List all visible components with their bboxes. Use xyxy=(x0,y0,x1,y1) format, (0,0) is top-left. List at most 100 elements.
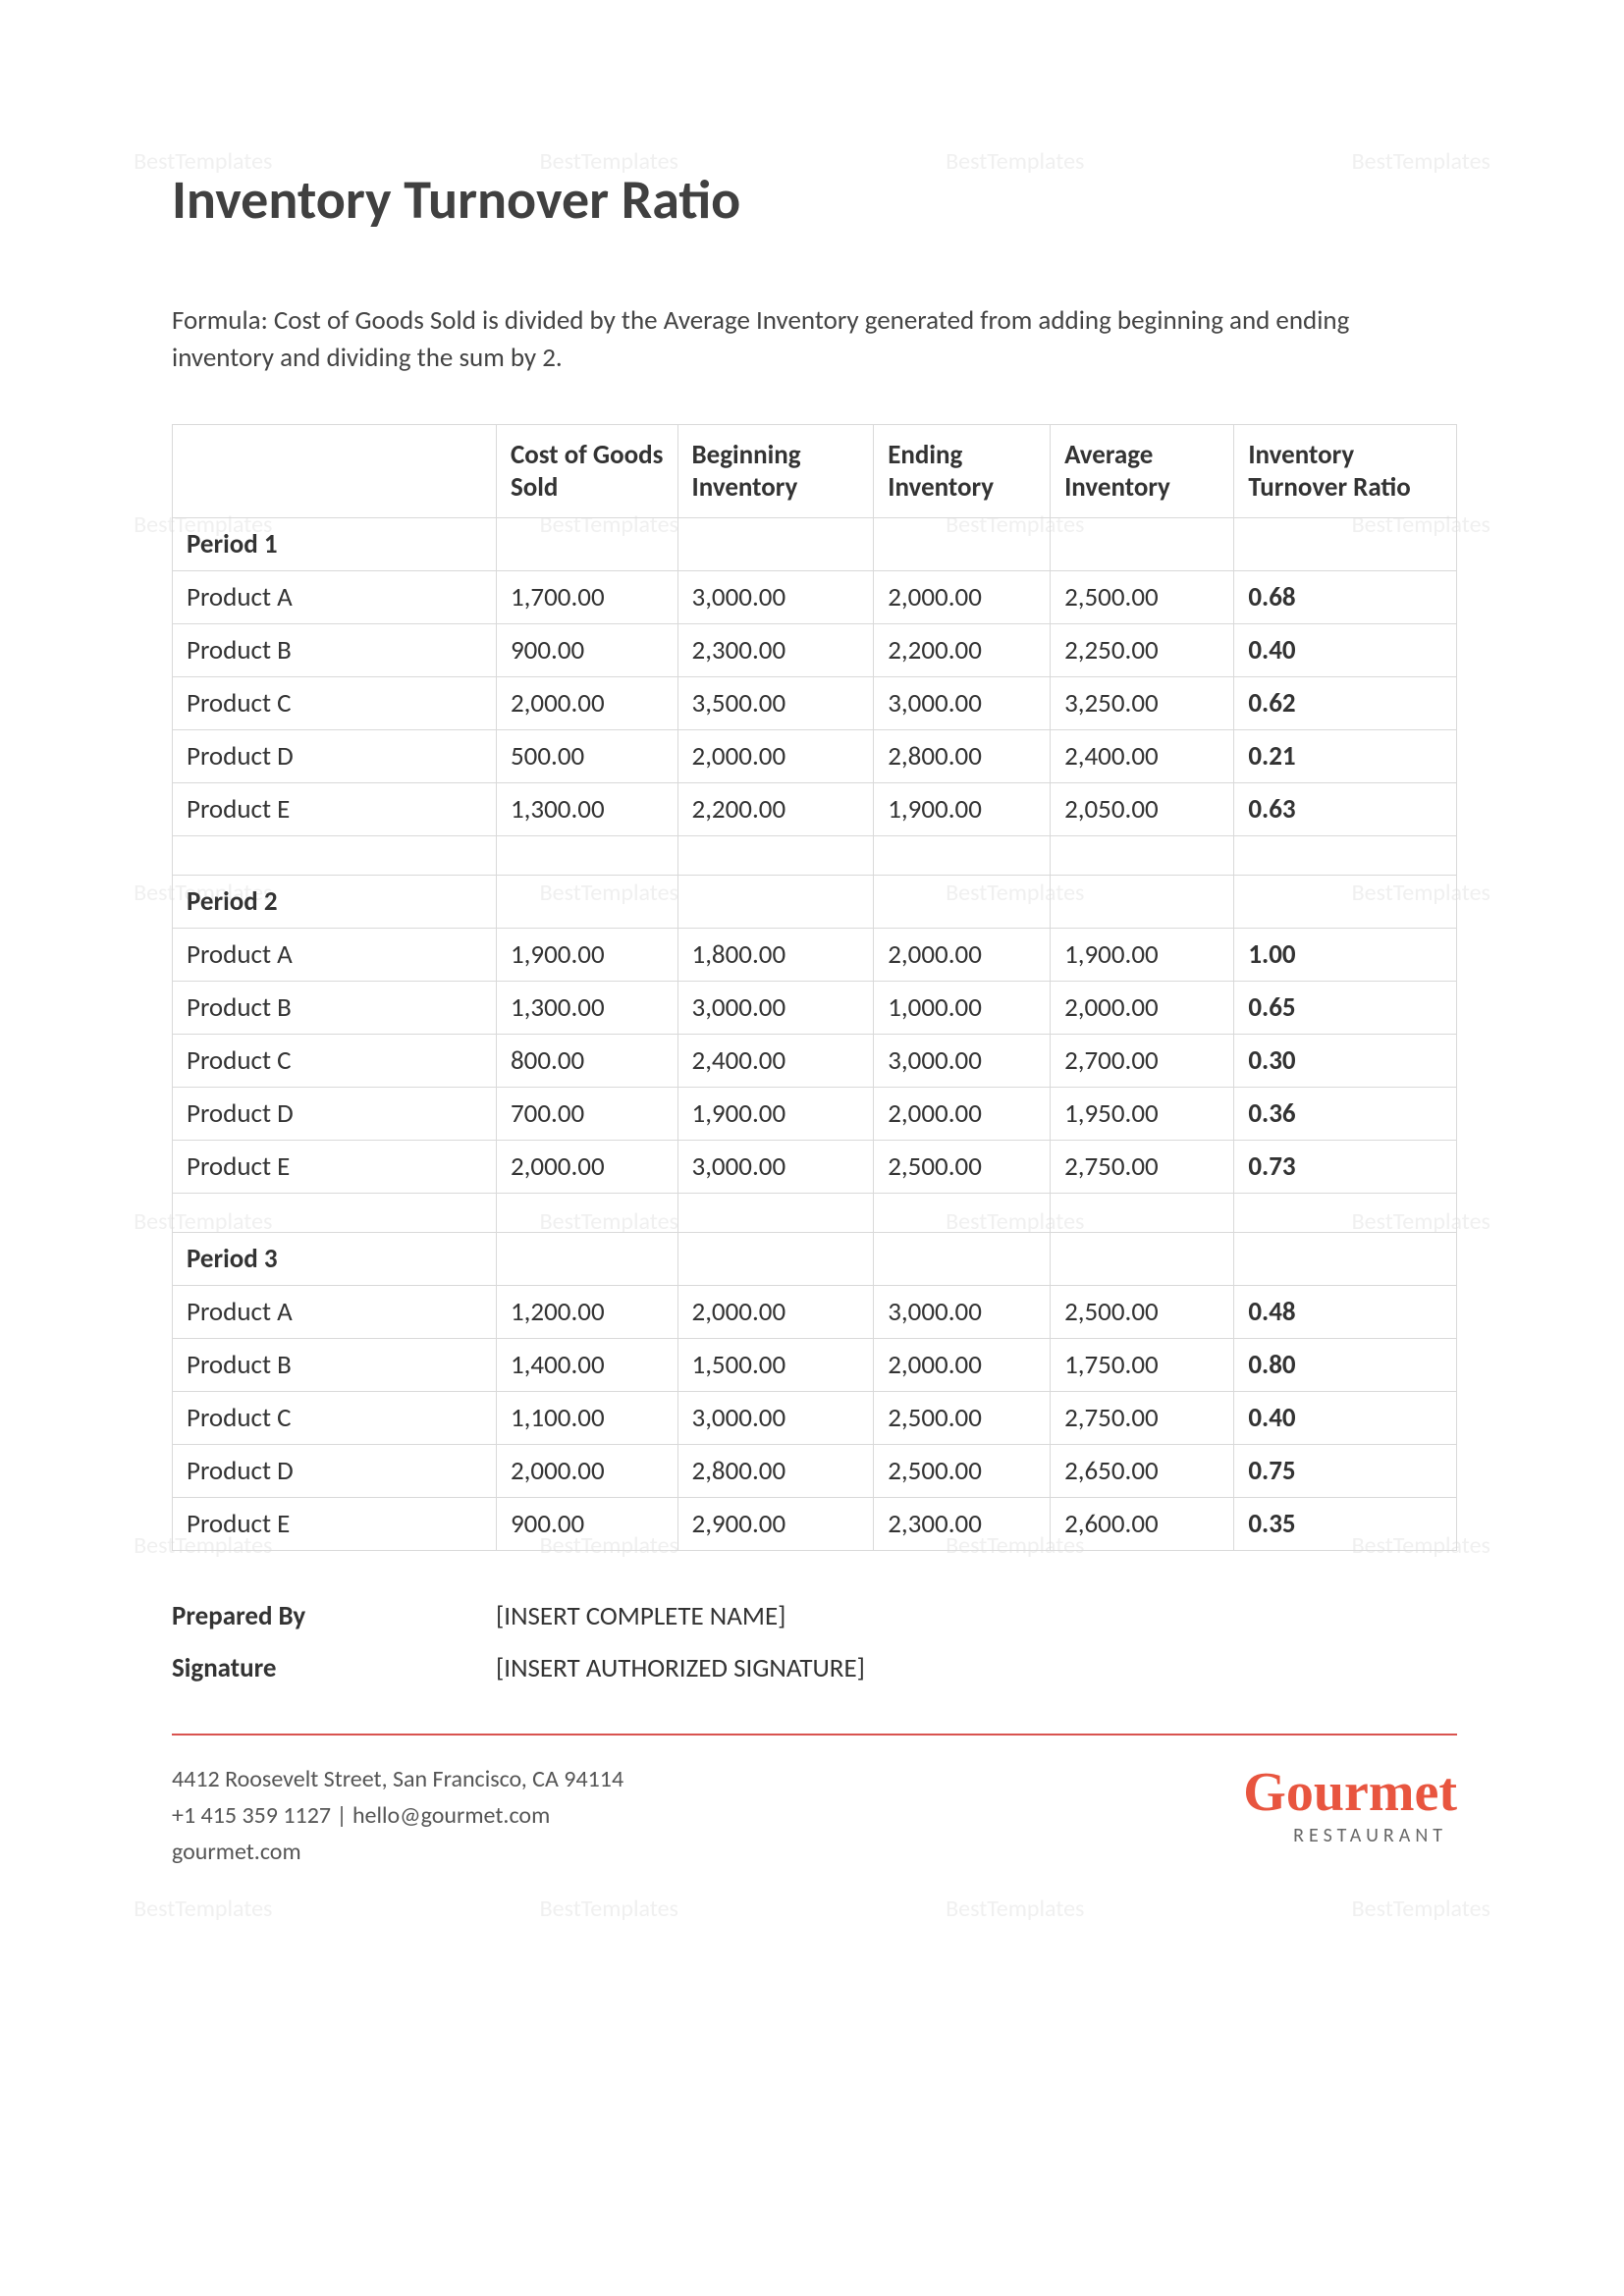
empty-cell xyxy=(1234,835,1457,875)
empty-cell xyxy=(874,835,1051,875)
period-row: Period 3 xyxy=(173,1232,1457,1285)
table-row: Product B1,400.001,500.002,000.001,750.0… xyxy=(173,1338,1457,1391)
logo-main-text: Gourmet xyxy=(1243,1765,1457,1820)
avg-inventory: 2,400.00 xyxy=(1051,729,1234,782)
avg-inventory: 1,900.00 xyxy=(1051,928,1234,981)
cogs-value: 500.00 xyxy=(497,729,678,782)
spacer-row xyxy=(173,1193,1457,1232)
end-inventory: 2,500.00 xyxy=(874,1140,1051,1193)
product-name: Product E xyxy=(173,1140,497,1193)
begin-inventory: 2,400.00 xyxy=(677,1034,874,1087)
prepared-by-value: [INSERT COMPLETE NAME] xyxy=(496,1600,785,1632)
cogs-value: 900.00 xyxy=(497,1497,678,1550)
end-inventory: 2,000.00 xyxy=(874,928,1051,981)
begin-inventory: 2,200.00 xyxy=(677,782,874,835)
product-name: Product A xyxy=(173,1285,497,1338)
empty-cell xyxy=(1051,1232,1234,1285)
begin-inventory: 3,000.00 xyxy=(677,1140,874,1193)
empty-cell xyxy=(173,835,497,875)
table-row: Product A1,700.003,000.002,000.002,500.0… xyxy=(173,570,1457,623)
turnover-ratio: 0.30 xyxy=(1234,1034,1457,1087)
col-header-begin: Beginning Inventory xyxy=(677,424,874,517)
product-name: Product D xyxy=(173,729,497,782)
empty-cell xyxy=(1051,835,1234,875)
period-row: Period 1 xyxy=(173,517,1457,570)
col-header-avg: Average Inventory xyxy=(1051,424,1234,517)
turnover-ratio: 0.62 xyxy=(1234,676,1457,729)
product-name: Product B xyxy=(173,623,497,676)
empty-cell xyxy=(677,835,874,875)
turnover-ratio: 0.75 xyxy=(1234,1444,1457,1497)
cogs-value: 2,000.00 xyxy=(497,676,678,729)
empty-cell xyxy=(1234,517,1457,570)
begin-inventory: 3,500.00 xyxy=(677,676,874,729)
begin-inventory: 1,900.00 xyxy=(677,1087,874,1140)
avg-inventory: 1,750.00 xyxy=(1051,1338,1234,1391)
table-row: Product D700.001,900.002,000.001,950.000… xyxy=(173,1087,1457,1140)
turnover-ratio: 0.63 xyxy=(1234,782,1457,835)
footer: 4412 Roosevelt Street, San Francisco, CA… xyxy=(172,1765,1457,1874)
divider-line xyxy=(172,1734,1457,1735)
begin-inventory: 2,800.00 xyxy=(677,1444,874,1497)
end-inventory: 1,900.00 xyxy=(874,782,1051,835)
empty-cell xyxy=(497,875,678,928)
product-name: Product B xyxy=(173,981,497,1034)
empty-cell xyxy=(874,875,1051,928)
table-row: Product C800.002,400.003,000.002,700.000… xyxy=(173,1034,1457,1087)
product-name: Product D xyxy=(173,1087,497,1140)
product-name: Product A xyxy=(173,570,497,623)
turnover-ratio: 0.35 xyxy=(1234,1497,1457,1550)
table-row: Product B1,300.003,000.001,000.002,000.0… xyxy=(173,981,1457,1034)
table-row: Product C1,100.003,000.002,500.002,750.0… xyxy=(173,1391,1457,1444)
turnover-ratio: 0.48 xyxy=(1234,1285,1457,1338)
table-row: Product D500.002,000.002,800.002,400.000… xyxy=(173,729,1457,782)
end-inventory: 2,500.00 xyxy=(874,1444,1051,1497)
cogs-value: 700.00 xyxy=(497,1087,678,1140)
turnover-ratio: 0.40 xyxy=(1234,623,1457,676)
empty-cell xyxy=(497,835,678,875)
turnover-ratio: 0.80 xyxy=(1234,1338,1457,1391)
col-header-end: Ending Inventory xyxy=(874,424,1051,517)
turnover-ratio: 1.00 xyxy=(1234,928,1457,981)
table-row: Product A1,900.001,800.002,000.001,900.0… xyxy=(173,928,1457,981)
table-row: Product E2,000.003,000.002,500.002,750.0… xyxy=(173,1140,1457,1193)
empty-cell xyxy=(874,517,1051,570)
avg-inventory: 2,000.00 xyxy=(1051,981,1234,1034)
cogs-value: 1,300.00 xyxy=(497,981,678,1034)
page-title: Inventory Turnover Ratio xyxy=(172,167,1457,234)
product-name: Product A xyxy=(173,928,497,981)
watermark-row: BestTemplatesBestTemplatesBestTemplatesB… xyxy=(0,1895,1624,1923)
cogs-value: 1,200.00 xyxy=(497,1285,678,1338)
signature-value: [INSERT AUTHORIZED SIGNATURE] xyxy=(496,1652,865,1684)
formula-text: Formula: Cost of Goods Sold is divided b… xyxy=(172,302,1429,377)
turnover-ratio: 0.40 xyxy=(1234,1391,1457,1444)
avg-inventory: 2,600.00 xyxy=(1051,1497,1234,1550)
avg-inventory: 2,750.00 xyxy=(1051,1140,1234,1193)
empty-cell xyxy=(1051,1193,1234,1232)
footer-address: 4412 Roosevelt Street, San Francisco, CA… xyxy=(172,1765,623,1793)
signature-label: Signature xyxy=(172,1652,496,1684)
logo: Gourmet RESTAURANT xyxy=(1243,1765,1457,1847)
table-row: Product E900.002,900.002,300.002,600.000… xyxy=(173,1497,1457,1550)
end-inventory: 3,000.00 xyxy=(874,676,1051,729)
product-name: Product D xyxy=(173,1444,497,1497)
table-row: Product E1,300.002,200.001,900.002,050.0… xyxy=(173,782,1457,835)
end-inventory: 2,500.00 xyxy=(874,1391,1051,1444)
empty-cell xyxy=(874,1193,1051,1232)
begin-inventory: 3,000.00 xyxy=(677,570,874,623)
empty-cell xyxy=(874,1232,1051,1285)
empty-cell xyxy=(1234,875,1457,928)
empty-cell xyxy=(677,1193,874,1232)
cogs-value: 2,000.00 xyxy=(497,1140,678,1193)
begin-inventory: 3,000.00 xyxy=(677,981,874,1034)
product-name: Product C xyxy=(173,1391,497,1444)
product-name: Product E xyxy=(173,782,497,835)
turnover-ratio: 0.21 xyxy=(1234,729,1457,782)
prepared-by-label: Prepared By xyxy=(172,1600,496,1632)
product-name: Product B xyxy=(173,1338,497,1391)
col-header-ratio: Inventory Turnover Ratio xyxy=(1234,424,1457,517)
product-name: Product E xyxy=(173,1497,497,1550)
empty-cell xyxy=(677,517,874,570)
avg-inventory: 2,700.00 xyxy=(1051,1034,1234,1087)
cogs-value: 1,900.00 xyxy=(497,928,678,981)
